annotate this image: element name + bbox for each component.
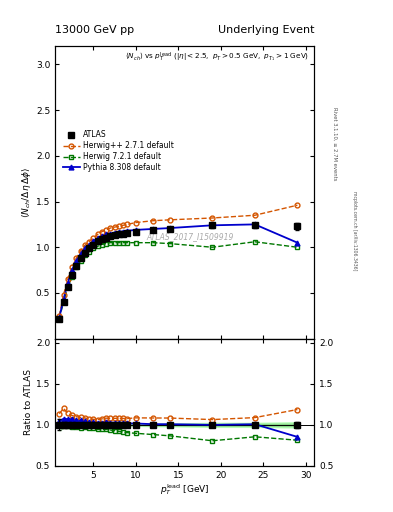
Text: mcplots.cern.ch [arXiv:1306.3436]: mcplots.cern.ch [arXiv:1306.3436] [352, 190, 357, 270]
Text: Underlying Event: Underlying Event [218, 25, 314, 35]
Text: 13000 GeV pp: 13000 GeV pp [55, 25, 134, 35]
Y-axis label: Ratio to ATLAS: Ratio to ATLAS [24, 369, 33, 435]
X-axis label: $p_T^{\rm lead}\ [\rm GeV]$: $p_T^{\rm lead}\ [\rm GeV]$ [160, 482, 209, 498]
Text: $\langle N_{ch}\rangle$ vs $p_T^{\rm lead}$ ($|\eta|<2.5,\ p_T>0.5$ GeV$,\ p_{T_: $\langle N_{ch}\rangle$ vs $p_T^{\rm lea… [125, 51, 309, 64]
Text: ATLAS_2017_I1509919: ATLAS_2017_I1509919 [146, 232, 233, 241]
Y-axis label: $\langle N_{ch}/\Delta\eta\,\Delta\phi\rangle$: $\langle N_{ch}/\Delta\eta\,\Delta\phi\r… [20, 167, 33, 218]
Legend: ATLAS, Herwig++ 2.7.1 default, Herwig 7.2.1 default, Pythia 8.308 default: ATLAS, Herwig++ 2.7.1 default, Herwig 7.… [61, 129, 175, 174]
Text: Rivet 3.1.10, ≥ 2.7M events: Rivet 3.1.10, ≥ 2.7M events [332, 106, 337, 180]
